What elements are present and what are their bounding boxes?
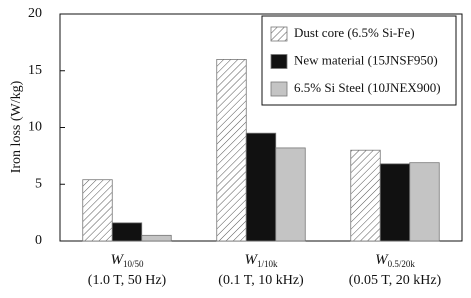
category-subscript: 1/10k <box>257 259 278 269</box>
category-subscript: 0.5/20k <box>388 259 416 269</box>
bar <box>245 132 277 242</box>
legend-label: Dust core (6.5% Si-Fe) <box>294 25 415 40</box>
category-symbol: W <box>244 252 258 268</box>
legend-swatch <box>270 26 288 42</box>
bar <box>350 149 381 242</box>
category-symbol: W <box>375 252 389 268</box>
y-tick-label: 20 <box>28 6 42 21</box>
bar <box>216 59 247 242</box>
legend-label: New material (15JNSF950) <box>294 52 438 67</box>
x-category-condition: (1.0 T, 50 Hz) <box>88 273 167 288</box>
bar <box>82 179 113 242</box>
category-subscript: 10/50 <box>123 259 144 269</box>
x-category-condition: (0.1 T, 10 kHz) <box>218 273 304 288</box>
y-tick-label: 0 <box>35 233 42 248</box>
bar <box>275 147 306 242</box>
bar <box>111 222 143 242</box>
y-tick-label: 15 <box>28 63 42 78</box>
legend-swatch <box>270 81 288 97</box>
legend-box <box>261 15 457 106</box>
bar <box>409 162 440 242</box>
x-category-label: W10/50 <box>110 252 144 269</box>
y-axis-label: Iron loss (W/kg) <box>9 80 24 173</box>
x-category-label: W0.5/20k <box>375 252 415 269</box>
legend-swatch <box>270 54 288 69</box>
bar <box>379 163 411 242</box>
category-symbol: W <box>110 252 124 268</box>
legend-label: 6.5% Si Steel (10JNEX900) <box>294 80 441 95</box>
y-tick-label: 10 <box>28 120 42 135</box>
bar <box>141 234 172 242</box>
x-category-condition: (0.05 T, 20 kHz) <box>349 273 442 288</box>
y-tick-label: 5 <box>35 176 42 191</box>
x-category-label: W1/10k <box>244 252 278 269</box>
